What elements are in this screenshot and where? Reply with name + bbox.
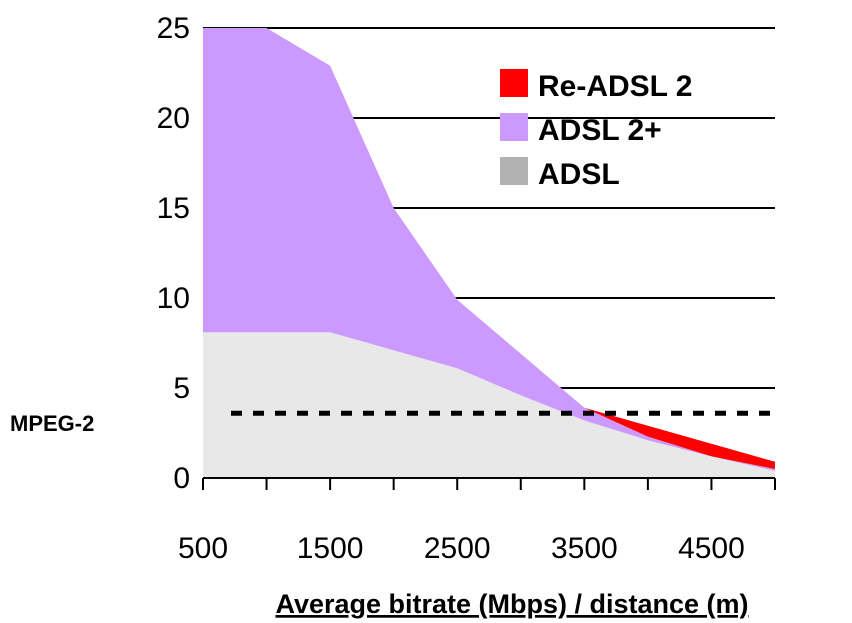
area-re-adsl2 bbox=[584, 407, 775, 469]
y-tick-label: 25 bbox=[157, 12, 190, 45]
area-series bbox=[203, 28, 775, 478]
y-tick-label: 0 bbox=[173, 462, 190, 495]
legend-label: ADSL 2+ bbox=[538, 114, 662, 147]
x-axis-title: Average bitrate (Mbps) / distance (m) bbox=[275, 589, 748, 619]
legend-swatch bbox=[500, 69, 528, 97]
x-tick-label: 4500 bbox=[678, 532, 745, 565]
legend-label: Re-ADSL 2 bbox=[538, 70, 692, 103]
legend-swatch bbox=[500, 113, 528, 141]
x-tick-label: 500 bbox=[178, 532, 228, 565]
x-tick-labels: 500 1500 2500 3500 4500 bbox=[178, 532, 745, 565]
axes bbox=[202, 477, 776, 490]
x-tick-label: 1500 bbox=[297, 532, 364, 565]
area-adsl bbox=[203, 332, 775, 478]
legend-swatch bbox=[500, 157, 528, 185]
y-tick-labels: 0 5 10 15 20 25 bbox=[157, 12, 190, 495]
y-tick-label: 5 bbox=[173, 372, 190, 405]
reference-line-group: MPEG-2 bbox=[10, 410, 777, 436]
mpeg2-reference-label: MPEG-2 bbox=[10, 411, 94, 436]
legend: Re-ADSL 2 ADSL 2+ ADSL bbox=[500, 69, 692, 191]
x-tick-label: 2500 bbox=[424, 532, 491, 565]
x-tick-label: 3500 bbox=[551, 532, 618, 565]
legend-label: ADSL bbox=[538, 158, 620, 191]
y-tick-label: 20 bbox=[157, 102, 190, 135]
y-tick-label: 15 bbox=[157, 192, 190, 225]
y-tick-label: 10 bbox=[157, 282, 190, 315]
